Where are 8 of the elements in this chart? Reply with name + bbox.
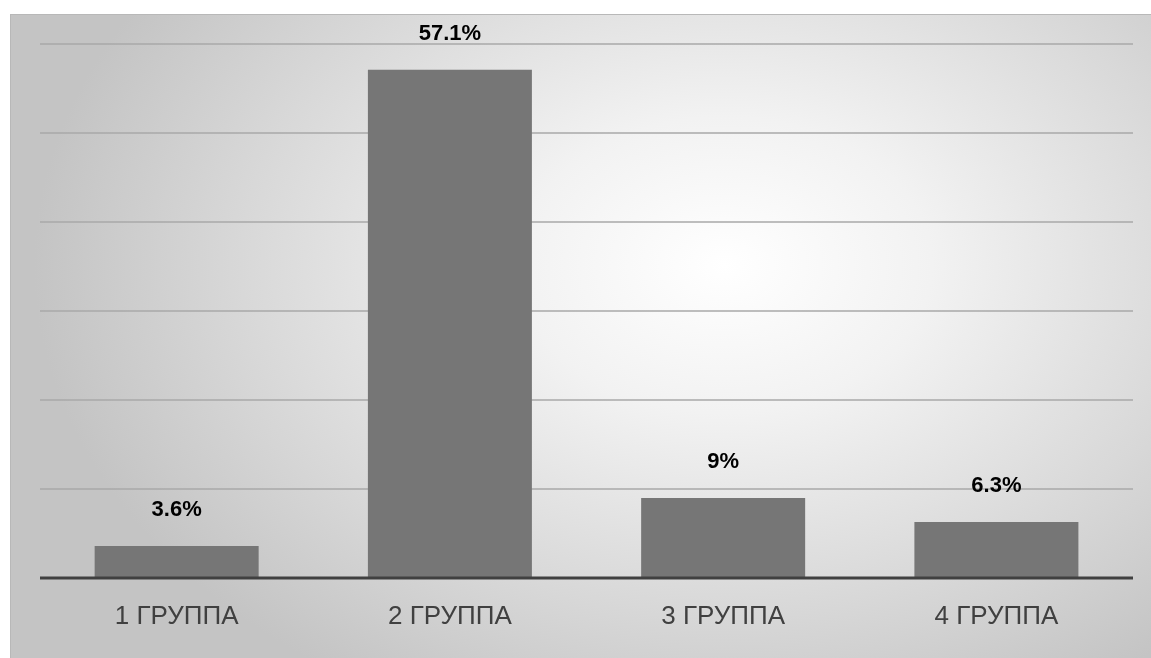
x-tick-label: 1 ГРУППА — [114, 600, 240, 631]
data-label: 3.6% — [151, 495, 202, 521]
x-tick-label: 2 ГРУППА — [387, 600, 513, 631]
data-label: 9% — [707, 447, 740, 473]
data-label: 57.1% — [418, 19, 482, 45]
x-tick-label: 3 ГРУППА — [661, 600, 786, 631]
x-tick-label: 4 ГРУППА — [934, 600, 1059, 631]
data-label: 6.3% — [971, 471, 1022, 497]
